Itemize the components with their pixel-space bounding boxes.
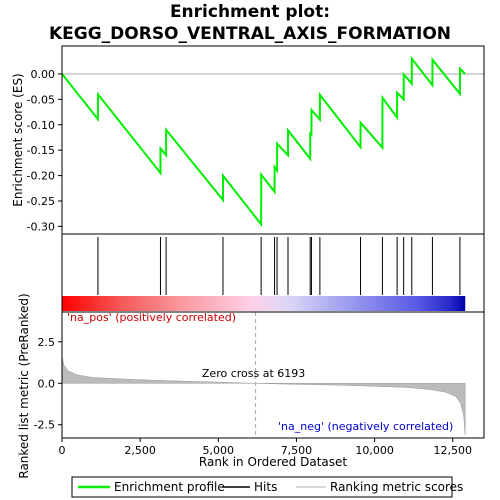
zero-cross-label: Zero cross at 6193 bbox=[202, 367, 305, 380]
es-y-tick-label: -0.30 bbox=[27, 220, 55, 233]
metric-x-tick-label: 7,500 bbox=[281, 444, 313, 457]
chart-title-line2: KEGG_DORSO_VENTRAL_AXIS_FORMATION bbox=[49, 24, 451, 44]
rank-color-bar bbox=[62, 296, 466, 311]
es-y-tick-label: -0.10 bbox=[27, 119, 55, 132]
metric-x-tick-label: 2,500 bbox=[124, 444, 156, 457]
metric-x-axis-label: Rank in Ordered Dataset bbox=[199, 455, 347, 469]
es-y-tick-label: -0.05 bbox=[27, 93, 55, 106]
es-y-tick-label: -0.20 bbox=[27, 170, 55, 183]
metric-x-axis-ticks: 0 2,500 5,000 7,500 10,000 12,500 bbox=[59, 438, 472, 457]
legend-ranking-metric-scores: Ranking metric scores bbox=[330, 480, 463, 494]
metric-y-tick-label: 2.5 bbox=[38, 336, 56, 349]
hit-lines bbox=[97, 237, 461, 295]
metric-y-axis-label: Ranked list metric (PreRanked) bbox=[17, 293, 31, 478]
es-panel: 0.00 -0.05 -0.10 -0.15 -0.20 -0.25 -0.30 Enric… bbox=[11, 45, 485, 235]
metric-x-tick-label: 10,000 bbox=[355, 444, 394, 457]
legend-hits: Hits bbox=[254, 480, 277, 494]
es-axis-ticks: 0.00 -0.05 -0.10 -0.15 -0.20 -0.25 -0.30 bbox=[27, 68, 62, 233]
metric-x-tick-label: 0 bbox=[59, 444, 66, 457]
metric-y-tick-label: -2.5 bbox=[34, 419, 55, 432]
legend-enrichment-profile: Enrichment profile bbox=[114, 480, 225, 494]
es-y-axis-label: Enrichment score (ES) bbox=[11, 73, 25, 206]
metric-panel-frame bbox=[61, 311, 485, 439]
metric-x-tick-label: 12,500 bbox=[433, 444, 472, 457]
hits-panel bbox=[61, 233, 485, 313]
es-y-tick-label: -0.15 bbox=[27, 144, 55, 157]
metric-y-axis-ticks: 2.5 0.0 -2.5 bbox=[34, 336, 62, 432]
es-y-tick-label: 0.00 bbox=[31, 68, 56, 81]
positive-correlation-label: 'na_pos' (positively correlated) bbox=[67, 311, 236, 324]
negative-correlation-label: 'na_neg' (negatively correlated) bbox=[278, 420, 453, 433]
legend-frame bbox=[71, 476, 453, 498]
enrichment-profile-line bbox=[61, 55, 466, 228]
es-y-tick-label: -0.25 bbox=[27, 195, 55, 208]
metric-x-tick-label: 5,000 bbox=[203, 444, 235, 457]
chart-title-line1: Enrichment plot: bbox=[170, 2, 330, 22]
metric-y-tick-label: 0.0 bbox=[38, 377, 56, 390]
metric-panel: Zero cross at 6193 'na_pos' (positively … bbox=[17, 293, 485, 479]
legend: Enrichment profile Hits Ranking metric s… bbox=[71, 476, 463, 498]
ranking-metric-area bbox=[61, 355, 466, 436]
